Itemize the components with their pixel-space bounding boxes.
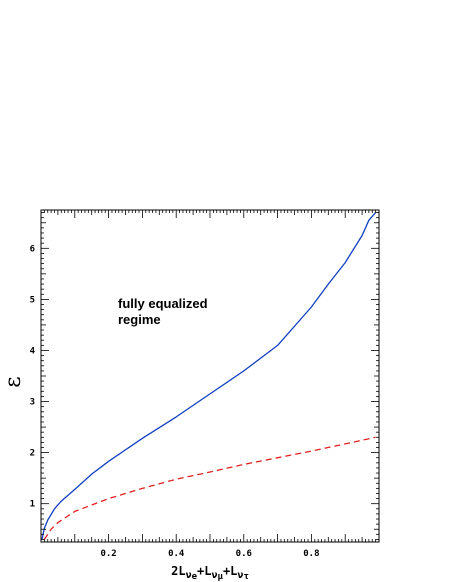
x-axis-title-part: 2L bbox=[171, 564, 185, 578]
x-axis-title-part: ν bbox=[237, 570, 243, 581]
annotation-line-1: fully equalized bbox=[118, 296, 208, 311]
x-axis-title-part: ν bbox=[212, 570, 218, 581]
x-axis-title: 2Lνe+Lνμ+Lντ bbox=[171, 564, 249, 582]
tick-labels: 0.2 0.4 0.6 0.8 1 2 3 4 5 6 bbox=[30, 244, 320, 559]
y-tick-label: 1 bbox=[30, 500, 35, 510]
x-axis-title-part: τ bbox=[243, 572, 248, 582]
x-tick-label: 0.6 bbox=[236, 549, 252, 559]
plot-area bbox=[40, 209, 380, 543]
y-tick-label: 2 bbox=[30, 449, 35, 459]
x-axis-title-part: e bbox=[192, 572, 198, 582]
annotation-line-2: regime bbox=[118, 312, 161, 327]
y-axis-title: ε bbox=[1, 376, 26, 387]
y-tick-label: 6 bbox=[30, 244, 35, 254]
x-tick-label: 0.4 bbox=[168, 549, 185, 559]
x-axis-title-part: +L bbox=[223, 564, 237, 578]
series-line-dashed bbox=[43, 436, 376, 540]
y-tick-label: 4 bbox=[30, 346, 36, 356]
x-tick-label: 0.8 bbox=[303, 549, 319, 559]
series-line-solid bbox=[41, 212, 377, 540]
x-axis-title-part: μ bbox=[218, 572, 224, 582]
x-axis-title-part: ν bbox=[186, 570, 192, 581]
y-tick-label: 5 bbox=[30, 295, 35, 305]
y-tick-label: 3 bbox=[30, 398, 35, 408]
x-axis-title-part: +L bbox=[197, 564, 211, 578]
plot-frame bbox=[40, 209, 380, 543]
x-tick-label: 0.2 bbox=[100, 549, 116, 559]
axis-ticks bbox=[40, 210, 380, 542]
